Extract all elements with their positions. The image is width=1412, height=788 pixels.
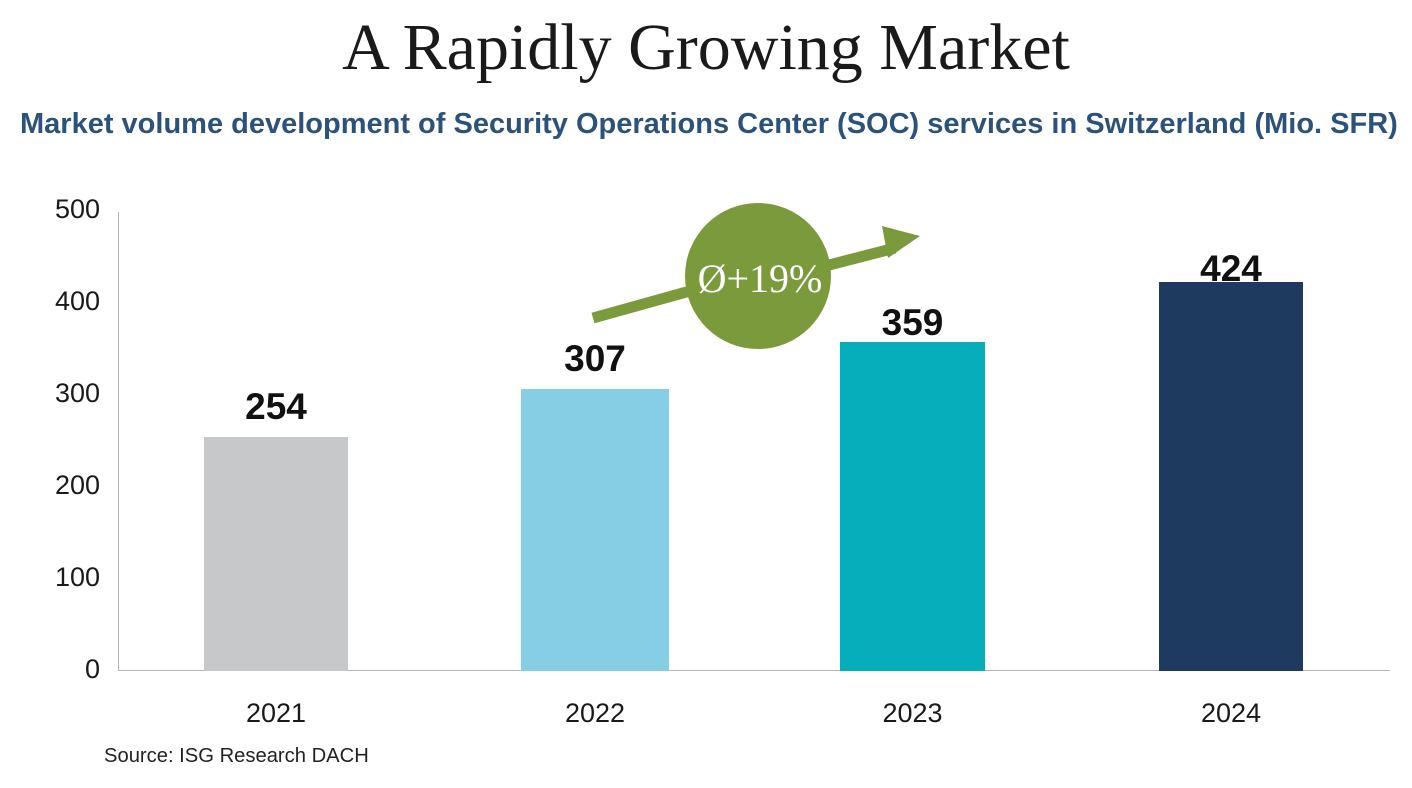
svg-text:Ø+19%: Ø+19% <box>698 256 823 301</box>
